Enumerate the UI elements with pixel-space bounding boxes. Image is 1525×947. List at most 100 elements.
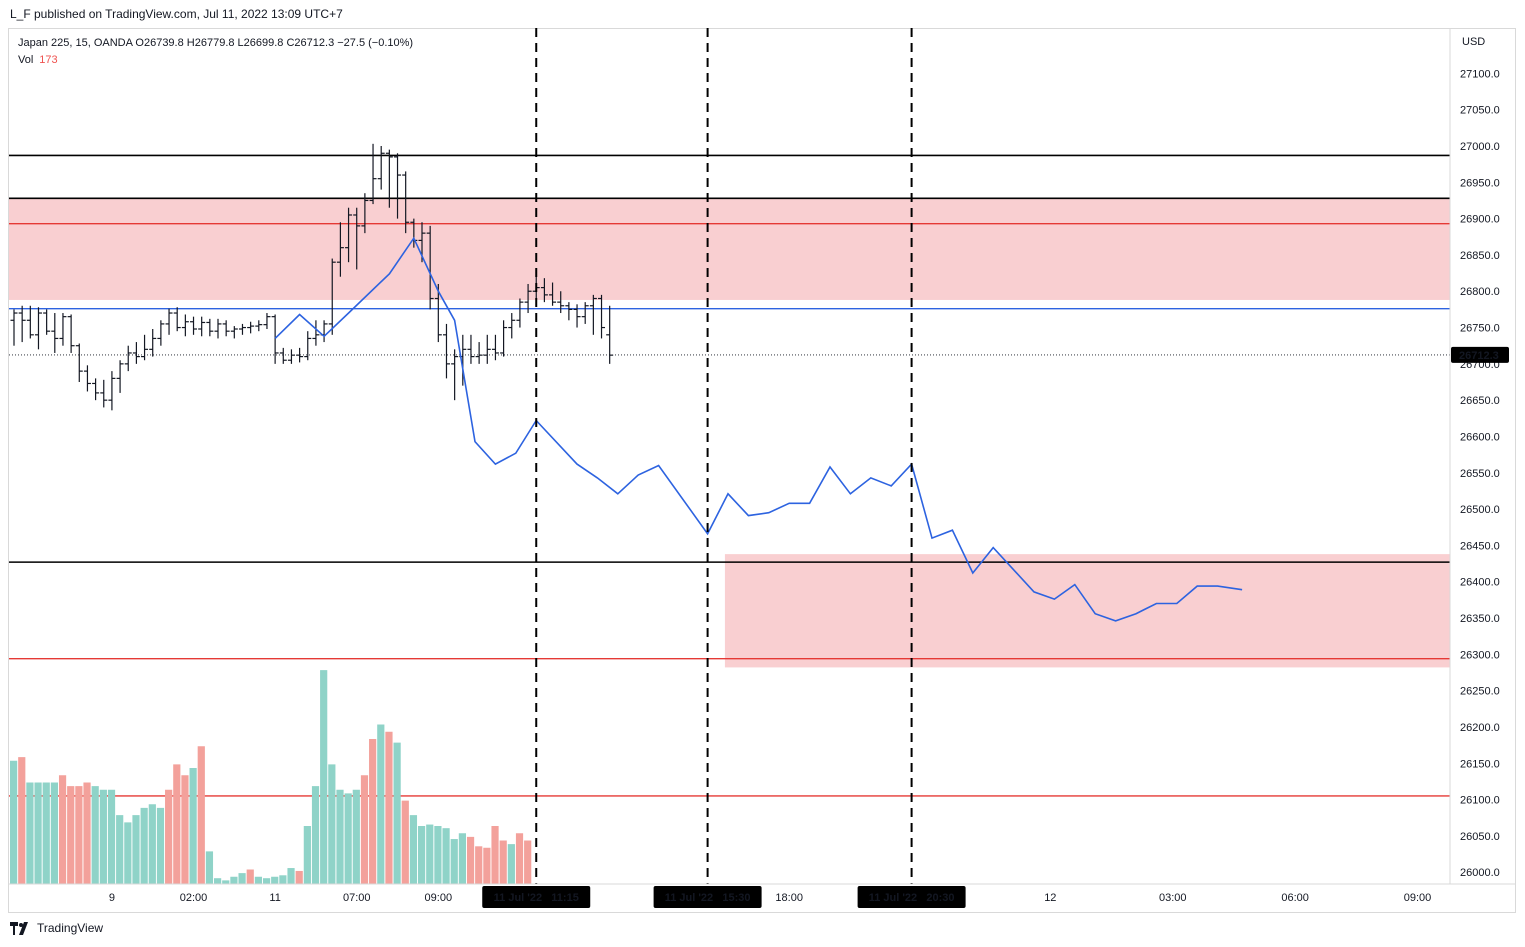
price-axis[interactable]: 26000.0 26050.0 26100.0 26150.0 26200.0 26250… — [1460, 68, 1500, 879]
volume-bar — [124, 822, 132, 884]
ohlc-bar — [320, 320, 328, 343]
ohlc-bar — [459, 334, 467, 386]
time-tick-label: 12 — [1044, 892, 1056, 904]
time-axis[interactable]: 9 02:00 11 07:00 09:00 18:00 12 03:00 06:00 09:00 — [109, 892, 1431, 904]
ohlc-bar — [230, 326, 238, 339]
ohlc-bar — [124, 345, 132, 372]
volume-bar — [99, 789, 107, 884]
price-tick-label: 26550.0 — [1460, 468, 1500, 480]
volume-bar — [418, 826, 426, 884]
price-tick-label: 26300.0 — [1460, 649, 1500, 661]
ohlc-bar — [491, 334, 499, 361]
symbol-ohlc-line: Japan 225, 15, OANDA O26739.8 H26779.8 L… — [18, 37, 414, 49]
price-tick-label: 26150.0 — [1460, 758, 1500, 770]
price-tick-label: 26950.0 — [1460, 177, 1500, 189]
volume-bar — [426, 824, 434, 884]
ohlc-bar — [402, 171, 410, 234]
price-tick-label: 26500.0 — [1460, 504, 1500, 516]
ohlc-bar — [247, 321, 255, 334]
ohlc-bar — [296, 347, 304, 363]
horizontal-levels — [9, 154, 1450, 797]
volume-bar — [42, 782, 50, 884]
ohlc-bar — [190, 316, 198, 335]
time-marker-box — [653, 886, 762, 908]
ohlc-bar — [467, 334, 475, 364]
volume-bar — [254, 876, 262, 884]
volume-bar — [499, 840, 507, 884]
volume-bar — [295, 870, 303, 884]
volume-bar — [344, 793, 352, 884]
ohlc-bar — [222, 320, 230, 337]
ohlc-bar — [557, 291, 565, 314]
volume-bar — [352, 789, 360, 884]
price-tick-label: 26850.0 — [1460, 250, 1500, 262]
ohlc-bar — [589, 294, 597, 335]
ohlc-bar — [75, 343, 83, 383]
volume-bar — [107, 789, 116, 884]
price-tick-label: 26100.0 — [1460, 795, 1500, 807]
time-marker-label: 11 Jul '22 11:15 — [494, 892, 579, 904]
ohlc-bar — [67, 314, 75, 353]
volume-bar — [156, 807, 165, 884]
ohlc-bar — [345, 207, 353, 263]
price-tick-label: 26450.0 — [1460, 540, 1500, 552]
volume-bar — [369, 739, 377, 884]
volume-bar — [507, 844, 515, 884]
time-tick-label: 09:00 — [1404, 892, 1432, 904]
volume-bar — [116, 815, 124, 884]
volume-bar — [303, 826, 311, 884]
ohlc-bar — [157, 320, 165, 346]
volume-bar — [197, 746, 205, 884]
price-tick-label: 26750.0 — [1460, 323, 1500, 335]
volume-bar — [491, 826, 499, 884]
volume-bar — [524, 840, 532, 884]
ohlc-bar — [108, 371, 116, 411]
ohlc-bar — [500, 320, 508, 357]
time-tick-label: 18:00 — [775, 892, 803, 904]
time-marker-box — [482, 886, 591, 908]
ohlc-bar — [304, 331, 312, 361]
volume-bar — [409, 815, 418, 884]
volume-bar — [58, 775, 67, 884]
ohlc-bar — [51, 313, 59, 353]
ohlc-bar — [565, 302, 573, 321]
price-axis-currency: USD — [1462, 36, 1485, 48]
time-tick-label: 9 — [109, 892, 115, 904]
ohlc-bar — [369, 143, 377, 205]
volume-bar — [434, 826, 442, 884]
ohlc-bar — [165, 308, 173, 335]
ohlc-bar — [26, 305, 34, 339]
tradingview-logo[interactable]: TradingView — [10, 921, 103, 935]
ohlc-bar — [606, 305, 614, 364]
ohlc-bar — [10, 309, 18, 346]
volume-bar — [189, 768, 197, 884]
volume-bar — [377, 724, 385, 884]
volume-bar — [238, 873, 246, 884]
time-tick-label: 11 — [269, 892, 280, 904]
volume-bars — [10, 670, 532, 884]
volume-bar — [393, 742, 401, 884]
volume-bar — [26, 782, 34, 884]
projection-line — [274, 236, 1243, 622]
price-tick-label: 26900.0 — [1460, 214, 1500, 226]
volume-bar — [475, 846, 483, 884]
volume-bar — [91, 786, 99, 884]
volume-bar — [401, 800, 409, 884]
volume-bar — [214, 878, 222, 884]
ohlc-bar — [377, 146, 385, 190]
ohlc-bar — [263, 313, 271, 330]
ohlc-bar — [573, 304, 581, 328]
volume-bar — [148, 804, 156, 884]
last-price-value: 26712.3 — [1459, 350, 1499, 362]
ohlc-bar — [271, 314, 279, 364]
price-tick-label: 26800.0 — [1460, 286, 1500, 298]
time-marker-lines — [535, 28, 913, 884]
time-tick-label: 07:00 — [343, 892, 371, 904]
volume-label: Vol — [18, 54, 34, 66]
price-tick-label: 26350.0 — [1460, 613, 1500, 625]
ohlc-bar — [508, 313, 516, 339]
ohlc-bar — [475, 342, 483, 364]
volume-bar — [271, 876, 279, 884]
ohlc-bar — [198, 316, 206, 337]
